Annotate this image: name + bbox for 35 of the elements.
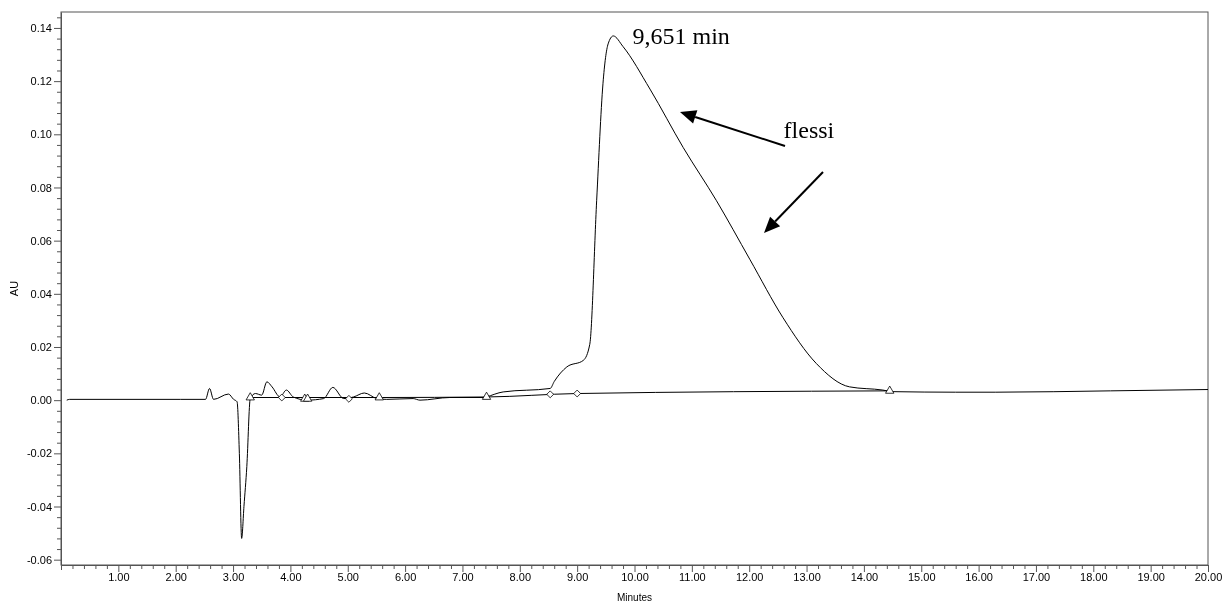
x-tick-label: 4.00 [280,570,302,583]
y-tick-label: 0.00 [30,394,52,407]
x-axis-title: Minutes [616,592,653,603]
y-tick-label: 0.06 [30,234,52,247]
y-tick-label: 0.08 [30,181,52,194]
x-tick-label: 9.00 [566,570,589,583]
y-tick-label: 0.04 [30,287,52,300]
x-tick-label: 12.00 [735,570,764,583]
annotation: flessi [783,117,835,144]
x-tick-label: 3.00 [222,570,245,583]
x-tick-label: 16.00 [965,570,993,583]
x-tick-label: 1.00 [108,570,130,583]
x-tick-label: 17.00 [1022,570,1051,583]
y-tick-label: 0.02 [30,341,52,354]
y-tick-label: 0.14 [30,21,52,34]
y-axis-title: AU [8,280,20,297]
x-tick-label: 11.00 [678,570,706,583]
x-tick-label: 10.00 [621,570,649,583]
x-tick-label: 7.00 [452,570,474,583]
y-tick-label: 0.10 [30,128,52,141]
y-tick-label: 0.12 [30,75,52,88]
x-tick-label: 19.00 [1137,570,1165,583]
x-tick-label: 14.00 [850,570,879,583]
x-tick-label: 20.00 [1194,570,1223,583]
x-tick-label: 13.00 [793,570,821,583]
y-tick-label: -0.04 [26,500,52,513]
x-tick-label: 18.00 [1080,570,1108,583]
x-tick-label: 5.00 [337,570,359,583]
y-tick-label: -0.06 [26,553,52,566]
y-tick-label: -0.02 [26,447,52,460]
x-tick-label: 2.00 [165,570,187,583]
x-tick-label: 6.00 [394,570,417,583]
x-tick-label: 15.00 [907,570,936,583]
x-tick-label: 8.00 [509,570,532,583]
annotation: 9,651 min [632,22,730,49]
